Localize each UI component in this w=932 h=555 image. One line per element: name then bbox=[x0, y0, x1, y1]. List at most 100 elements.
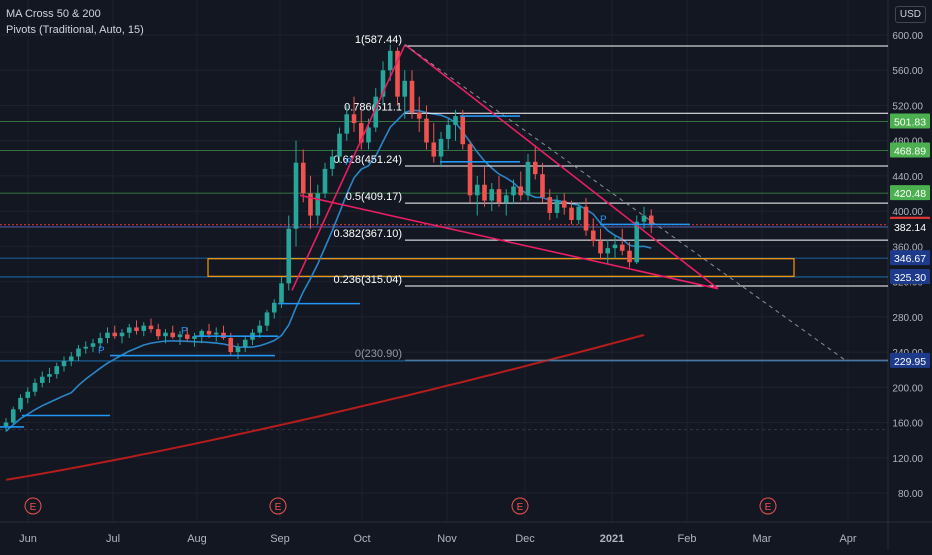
x-tick-label-7: 2021 bbox=[600, 533, 624, 545]
candle-body bbox=[554, 200, 560, 213]
candle-body bbox=[177, 334, 183, 338]
candle-body bbox=[213, 332, 219, 335]
candle-body bbox=[453, 116, 458, 125]
candle-body bbox=[569, 207, 574, 220]
ma50-line bbox=[5, 109, 652, 432]
candle-body bbox=[467, 144, 473, 196]
y-tick-label-7: 360.00 bbox=[892, 242, 923, 253]
earnings-marker-1 bbox=[269, 497, 287, 515]
candle-body bbox=[300, 162, 306, 194]
y-tick-label-0: 80.00 bbox=[898, 489, 923, 500]
x-tick-label-10: Apr bbox=[839, 533, 856, 545]
earnings-marker-3 bbox=[759, 497, 777, 515]
wedge-lower bbox=[299, 194, 719, 290]
candle-body bbox=[605, 248, 611, 254]
x-tick-label-8: Feb bbox=[678, 533, 697, 545]
candle-body bbox=[68, 356, 74, 361]
candle-body bbox=[402, 80, 408, 97]
price-badge-label-2: 420.48 bbox=[894, 188, 926, 200]
legend-ma-cross[interactable]: MA Cross 50 & 200 bbox=[6, 8, 101, 20]
y-tick-label-11: 520.00 bbox=[892, 101, 923, 112]
candle-body bbox=[547, 197, 553, 213]
price-badge-5 bbox=[890, 250, 930, 266]
price-badge-4 bbox=[890, 218, 930, 234]
fib-label-1: 1(587.44) bbox=[355, 34, 402, 46]
candle-body bbox=[97, 337, 103, 344]
legend-pivots[interactable]: Pivots (Traditional, Auto, 15) bbox=[6, 24, 144, 36]
candle-body bbox=[184, 334, 190, 339]
candle-body bbox=[242, 339, 248, 347]
candle-body bbox=[163, 332, 168, 337]
candle-body bbox=[228, 337, 234, 353]
candle-body bbox=[322, 168, 328, 194]
candle-body bbox=[619, 244, 625, 251]
candle-body bbox=[532, 161, 538, 175]
ma200-line bbox=[5, 334, 645, 481]
candle-body bbox=[590, 230, 596, 242]
earnings-marker-2 bbox=[511, 497, 529, 515]
price-badge-label-5: 346.67 bbox=[894, 253, 926, 265]
price-badge-7 bbox=[890, 352, 930, 368]
y-tick-label-13: 600.00 bbox=[892, 31, 923, 42]
candle-body bbox=[105, 332, 110, 338]
price-badge-2 bbox=[890, 185, 930, 201]
x-tick-label-1: Jul bbox=[106, 533, 120, 545]
y-tick-label-2: 160.00 bbox=[892, 419, 923, 430]
y-tick-label-12: 560.00 bbox=[892, 66, 923, 77]
candle-body bbox=[39, 376, 45, 383]
candle-body bbox=[221, 332, 226, 338]
y-tick-label-5: 280.00 bbox=[892, 313, 923, 324]
candle-body bbox=[583, 206, 589, 231]
x-tick-label-2: Aug bbox=[187, 533, 207, 545]
candle-body bbox=[648, 215, 654, 226]
candle-body bbox=[148, 325, 154, 330]
candle-body bbox=[358, 123, 364, 143]
candle-body bbox=[634, 221, 640, 263]
candle-body bbox=[641, 215, 647, 222]
x-tick-label-3: Sep bbox=[270, 533, 290, 545]
candle-body bbox=[409, 80, 415, 113]
candle-body bbox=[431, 142, 437, 157]
candle-body bbox=[47, 374, 52, 377]
earnings-marker-0 bbox=[24, 497, 42, 515]
candle-body bbox=[387, 50, 393, 71]
candle-body bbox=[503, 195, 509, 203]
candle-body bbox=[54, 366, 60, 375]
candle-body bbox=[395, 50, 400, 97]
fib-label-0.618: 0.618(451.24) bbox=[334, 154, 403, 166]
candle-body bbox=[199, 330, 205, 337]
fib-label-0.236: 0.236(315.04) bbox=[334, 274, 403, 286]
price-badge-label-1: 468.89 bbox=[894, 145, 926, 157]
candle-body bbox=[293, 162, 299, 229]
candle-body bbox=[83, 346, 89, 349]
candle-body bbox=[61, 360, 67, 367]
currency-button[interactable]: USD bbox=[894, 6, 926, 23]
candle-body bbox=[134, 327, 139, 331]
y-tick-label-8: 400.00 bbox=[892, 207, 923, 218]
candle-body bbox=[18, 397, 23, 410]
projection-line bbox=[404, 44, 846, 361]
candle-body bbox=[366, 127, 371, 143]
x-tick-label-0: Jun bbox=[19, 533, 37, 545]
candle-body bbox=[540, 174, 545, 198]
support-zone bbox=[207, 258, 795, 277]
y-tick-label-3: 200.00 bbox=[892, 383, 923, 394]
price-badge-6 bbox=[890, 268, 930, 284]
fib-label-0.382: 0.382(367.10) bbox=[334, 228, 403, 240]
candle-body bbox=[155, 329, 161, 337]
y-tick-label-9: 440.00 bbox=[892, 172, 923, 183]
candle-body bbox=[344, 114, 350, 134]
pivot-marker-0: P bbox=[98, 346, 105, 357]
price-badge-label-6: 325.30 bbox=[894, 272, 926, 284]
pivot-marker-2: P bbox=[345, 157, 352, 168]
candle-body bbox=[264, 312, 270, 326]
candle-body bbox=[329, 156, 335, 169]
candle-body bbox=[482, 184, 487, 201]
candle-body bbox=[598, 241, 603, 254]
candle-body bbox=[351, 114, 357, 124]
y-tick-label-10: 480.00 bbox=[892, 137, 923, 148]
price-badge-label-4: 382.14 bbox=[894, 222, 926, 234]
earnings-label-2: E bbox=[517, 502, 524, 513]
